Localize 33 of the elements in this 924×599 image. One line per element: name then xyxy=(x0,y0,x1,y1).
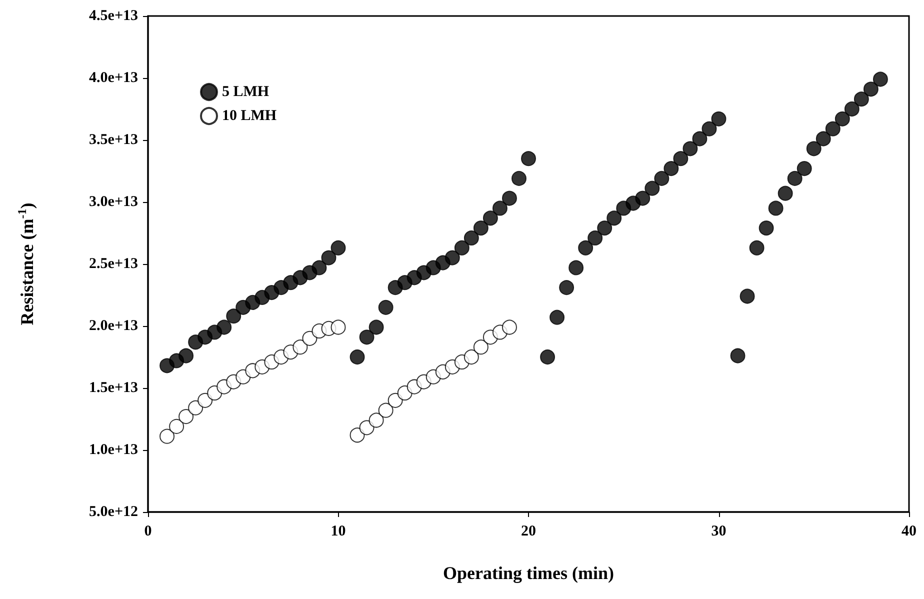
point xyxy=(502,320,517,335)
y-tick-label: 5.0e+12 xyxy=(89,504,138,520)
x-axis-title: Operating times (min) xyxy=(443,563,614,583)
y-axis-title: Resistance (m-1) xyxy=(15,202,37,326)
point xyxy=(169,418,184,434)
point xyxy=(160,428,175,444)
point xyxy=(378,402,394,418)
point xyxy=(198,392,213,408)
x-tick-label: 40 xyxy=(902,524,916,540)
y-tick-label: 1.5e+13 xyxy=(89,380,138,396)
point xyxy=(330,320,346,335)
x-tick-label: 20 xyxy=(521,524,536,540)
point xyxy=(388,392,403,408)
point xyxy=(188,400,204,416)
y-tick-label: 2.5e+13 xyxy=(89,256,138,272)
y-tick-label: 1.0e+13 xyxy=(89,442,138,458)
legend-label: 10 LMH xyxy=(222,108,277,124)
y-tick-label: 3.0e+13 xyxy=(89,194,138,210)
y-tick-label: 3.5e+13 xyxy=(89,132,138,148)
y-tick-label: 4.5e+13 xyxy=(89,8,138,24)
y-tick-label: 2.0e+13 xyxy=(89,318,138,334)
x-tick-label: 10 xyxy=(330,524,346,540)
point xyxy=(350,428,365,443)
point xyxy=(368,412,384,428)
legend-label: 5 LMH xyxy=(222,84,270,100)
point xyxy=(464,350,479,364)
y-tick-label: 4.0e+13 xyxy=(89,70,138,86)
point xyxy=(473,340,488,355)
point xyxy=(178,409,194,424)
point xyxy=(292,340,308,355)
x-tick-label: 30 xyxy=(711,524,726,540)
x-tick-label: 0 xyxy=(144,524,152,540)
point xyxy=(302,330,318,346)
